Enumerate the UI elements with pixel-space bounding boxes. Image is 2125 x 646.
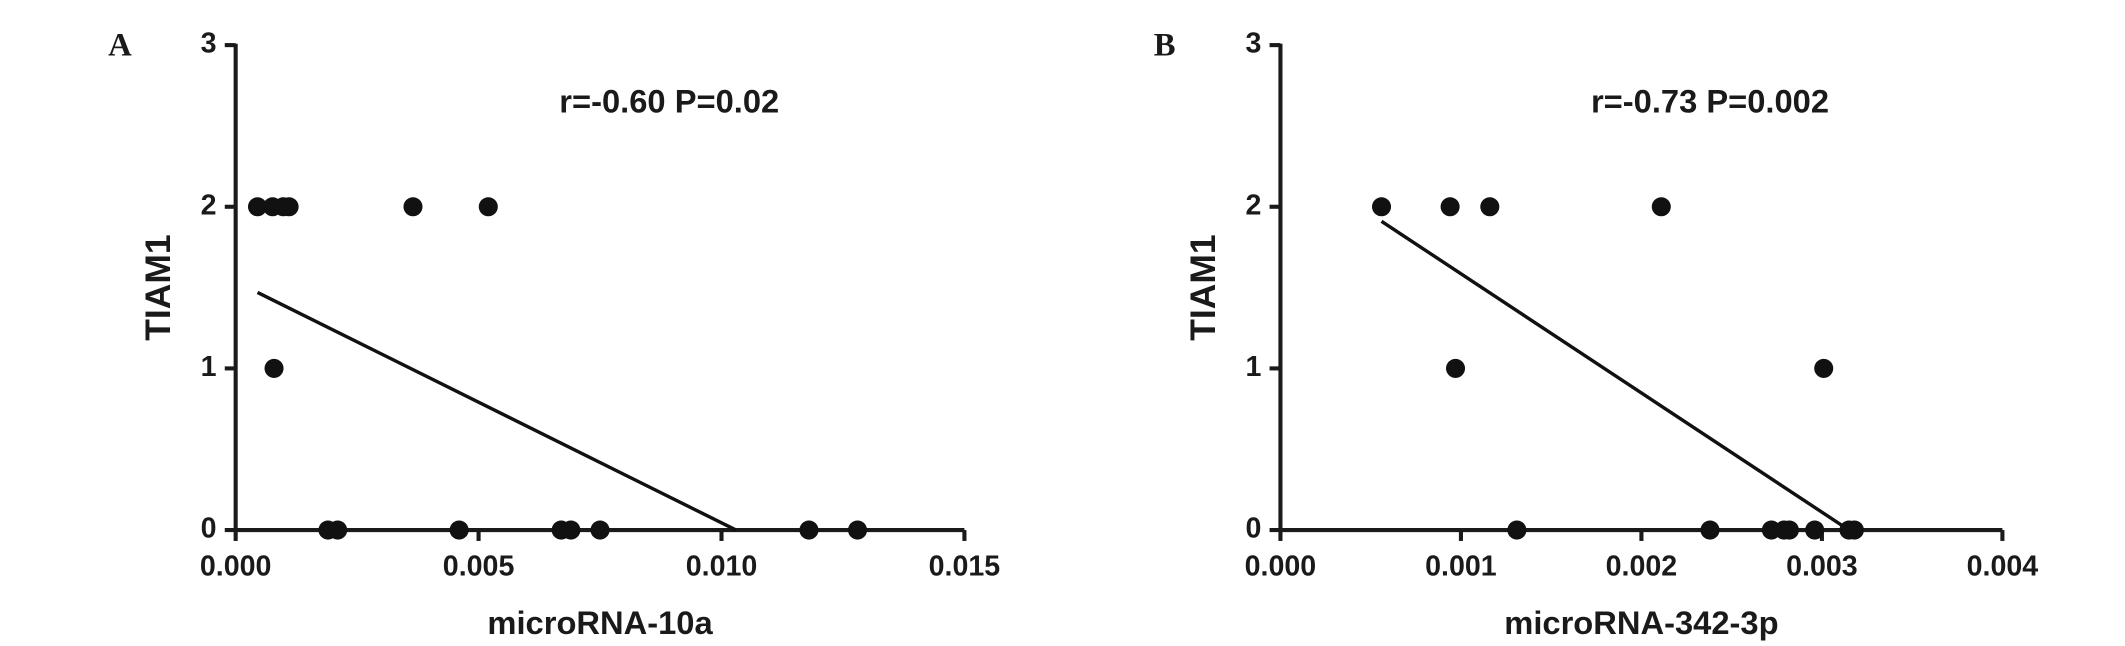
x-tick-label: 0.000 (1245, 551, 1317, 583)
y-tick-label: 0 (1245, 513, 1261, 545)
x-tick-label: 0.005 (443, 551, 515, 583)
y-tick-label: 2 (201, 189, 217, 221)
point (1651, 197, 1671, 217)
y-tick-label: 2 (1245, 189, 1261, 221)
x-tick-label: 0.003 (1786, 551, 1858, 583)
point (449, 520, 469, 540)
point (1814, 358, 1834, 378)
x-tick-label: 0.001 (1425, 551, 1497, 583)
x-tick-label: 0.004 (1967, 551, 2039, 583)
fit-line (256, 290, 737, 532)
point (403, 197, 423, 217)
y-axis-label: TIAM1 (1183, 234, 1223, 340)
point (1507, 520, 1527, 540)
y-tick-label: 3 (1245, 28, 1261, 60)
point (1371, 197, 1392, 217)
point (848, 520, 868, 540)
point (328, 520, 348, 540)
y-tick-label: 0 (201, 513, 217, 545)
point (1480, 197, 1500, 217)
x-axis-label: microRNA-342-3p (1504, 604, 1778, 641)
panel-label: A (108, 27, 132, 63)
y-tick-label: 1 (1245, 351, 1261, 383)
point (1700, 520, 1720, 540)
panel-label: B (1154, 27, 1176, 63)
point (264, 358, 284, 378)
annotation: r=-0.73 P=0.002 (1591, 82, 1829, 119)
point (561, 520, 581, 540)
point (1440, 197, 1460, 217)
x-tick-label: 0.015 (929, 551, 1001, 583)
fit-line (1380, 219, 1850, 532)
y-axis-label: TIAM1 (138, 234, 178, 340)
y-tick-label: 3 (201, 28, 217, 60)
x-tick-label: 0.010 (686, 551, 758, 583)
x-tick-label: 0.000 (200, 551, 272, 583)
point (279, 197, 299, 217)
point (1844, 520, 1864, 540)
point (1805, 520, 1825, 540)
x-tick-label: 0.002 (1606, 551, 1678, 583)
y-tick-label: 1 (201, 351, 217, 383)
point (799, 520, 819, 540)
point (590, 520, 610, 540)
point (1779, 520, 1799, 540)
point (1445, 358, 1466, 378)
point (478, 197, 498, 217)
annotation: r=-0.60 P=0.02 (559, 82, 779, 119)
point (247, 197, 268, 217)
x-axis-label: microRNA-10a (487, 604, 713, 641)
